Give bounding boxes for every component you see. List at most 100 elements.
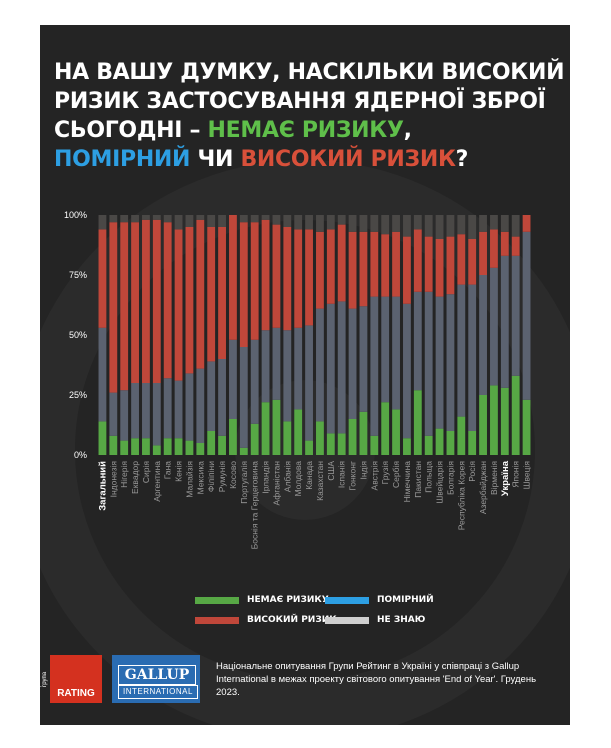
bar-segment xyxy=(381,215,390,235)
bar-segment xyxy=(152,445,161,455)
bar-segment xyxy=(218,359,226,436)
bar-segment xyxy=(359,411,368,455)
bar-segment xyxy=(479,275,487,395)
bar-segment xyxy=(370,296,379,436)
bar-segment xyxy=(522,231,531,400)
bar-segment xyxy=(435,239,444,297)
legend-dont-know: НЕ ЗНАЮ xyxy=(325,615,425,625)
bar-segment xyxy=(120,222,129,391)
x-tick-label: Індія xyxy=(358,461,368,480)
legend-no-risk: НЕМАЄ РИЗИКУ xyxy=(195,595,329,605)
x-tick-label: Німеччина xyxy=(402,461,412,503)
bar-segment xyxy=(500,231,509,256)
bar-segment xyxy=(294,215,303,230)
x-tick-label: Нігерія xyxy=(119,461,129,488)
bar-segment xyxy=(98,421,107,455)
bar-segment xyxy=(316,421,324,455)
chart-title: НА ВАШУ ДУМКУ, НАСКІЛЬКИ ВИСОКИЙ РИЗИК З… xyxy=(54,58,564,174)
x-tick-label: Україна xyxy=(500,460,511,496)
title-line-3-suffix: , xyxy=(403,118,412,143)
bar-segment xyxy=(348,215,357,232)
title-moderate: ПОМІРНИЙ xyxy=(54,147,191,172)
legend-moderate-label: ПОМІРНИЙ xyxy=(377,595,434,605)
bar-segment xyxy=(370,231,379,297)
bar-segment xyxy=(337,433,346,455)
bar-segment xyxy=(163,222,172,379)
bar-segment xyxy=(424,215,433,237)
bar-segment xyxy=(261,215,270,220)
bar-segment xyxy=(174,215,183,230)
bar-segment xyxy=(392,215,400,232)
bar-segment xyxy=(403,303,411,439)
bar-segment xyxy=(511,236,520,256)
bar-segment xyxy=(348,419,357,455)
x-tick-label: Грузія xyxy=(380,461,390,485)
bar-segment xyxy=(468,239,477,285)
bar-segment xyxy=(174,229,183,381)
bar-segment xyxy=(229,339,237,419)
title-line-4-mid: ЧИ xyxy=(190,147,241,172)
bar-segment xyxy=(500,255,509,388)
x-tick-label: Вірменія xyxy=(489,461,499,495)
bar-segment xyxy=(446,215,455,237)
bar-segment xyxy=(457,215,466,235)
x-tick-label: Косово xyxy=(228,461,238,489)
bar-segment xyxy=(479,231,487,275)
legend-high-risk-label: ВИСОКИЙ РИЗИК xyxy=(247,615,337,625)
bar-segment xyxy=(326,303,335,434)
legend-moderate: ПОМІРНИЙ xyxy=(325,595,434,605)
bar-segment xyxy=(239,215,248,223)
bar-segment xyxy=(500,215,509,232)
bar-segment xyxy=(359,231,368,307)
bar-segment xyxy=(239,222,248,347)
x-tick-label: Ірландія xyxy=(261,461,271,494)
stacked-bar-chart: 0% 25% 50% 75% 100% Загальний Індонезія Нігерія… xyxy=(64,210,532,549)
x-tick-label: Польща xyxy=(424,461,434,493)
gallup-logo-text: GALLUP xyxy=(118,665,196,685)
bar-segment xyxy=(142,383,150,439)
bar-segment xyxy=(109,215,118,223)
bar-segment xyxy=(511,255,520,376)
bar-segment xyxy=(435,428,444,455)
legend-no-risk-label: НЕМАЄ РИЗИКУ xyxy=(247,595,329,605)
bar-segment xyxy=(435,215,444,239)
x-tick-label: Філіпіни xyxy=(206,461,216,492)
bar-segment xyxy=(196,368,205,443)
bar-segment xyxy=(424,435,433,455)
bar-segment xyxy=(163,378,172,439)
title-line-1: НА ВАШУ ДУМКУ, НАСКІЛЬКИ ВИСОКИЙ xyxy=(54,60,565,85)
x-tick-label: Португалія xyxy=(239,461,249,504)
bar-segment xyxy=(522,399,531,455)
x-tick-label: Азербайджан xyxy=(478,461,488,514)
bar-segment xyxy=(283,421,292,455)
bar-segment xyxy=(413,215,422,230)
bar-segment xyxy=(424,236,433,292)
bar-segment xyxy=(283,330,292,422)
bar-segment xyxy=(163,438,172,455)
bar-segment xyxy=(196,215,205,220)
bar-segment xyxy=(403,236,411,304)
bar-segment xyxy=(185,227,194,374)
x-tick-label: Канада xyxy=(304,461,314,490)
bar-segment xyxy=(468,215,477,239)
bar-segment xyxy=(131,383,139,439)
bar-segment xyxy=(522,215,531,232)
bar-segment xyxy=(392,296,400,410)
bar-segment xyxy=(131,215,139,223)
title-line-4-suffix: ? xyxy=(455,147,469,172)
bar-segment xyxy=(294,409,303,455)
infographic-poster: НА ВАШУ ДУМКУ, НАСКІЛЬКИ ВИСОКИЙ РИЗИК З… xyxy=(40,25,570,725)
bar-segment xyxy=(370,435,379,455)
bar-segment xyxy=(337,301,346,434)
x-tick-label: Гана xyxy=(163,461,173,480)
bar-segment xyxy=(152,219,161,383)
x-tick-label: США xyxy=(326,461,336,481)
x-tick-label: Сербія xyxy=(391,461,401,488)
x-tick-label: Казахстан xyxy=(315,461,325,501)
bar-segment xyxy=(163,215,172,223)
bar-segment xyxy=(413,291,422,391)
bar-segment xyxy=(185,440,194,455)
x-tick-label: Сирія xyxy=(141,461,151,484)
legend-dont-know-label: НЕ ЗНАЮ xyxy=(377,615,426,625)
bar-segment xyxy=(261,330,270,403)
